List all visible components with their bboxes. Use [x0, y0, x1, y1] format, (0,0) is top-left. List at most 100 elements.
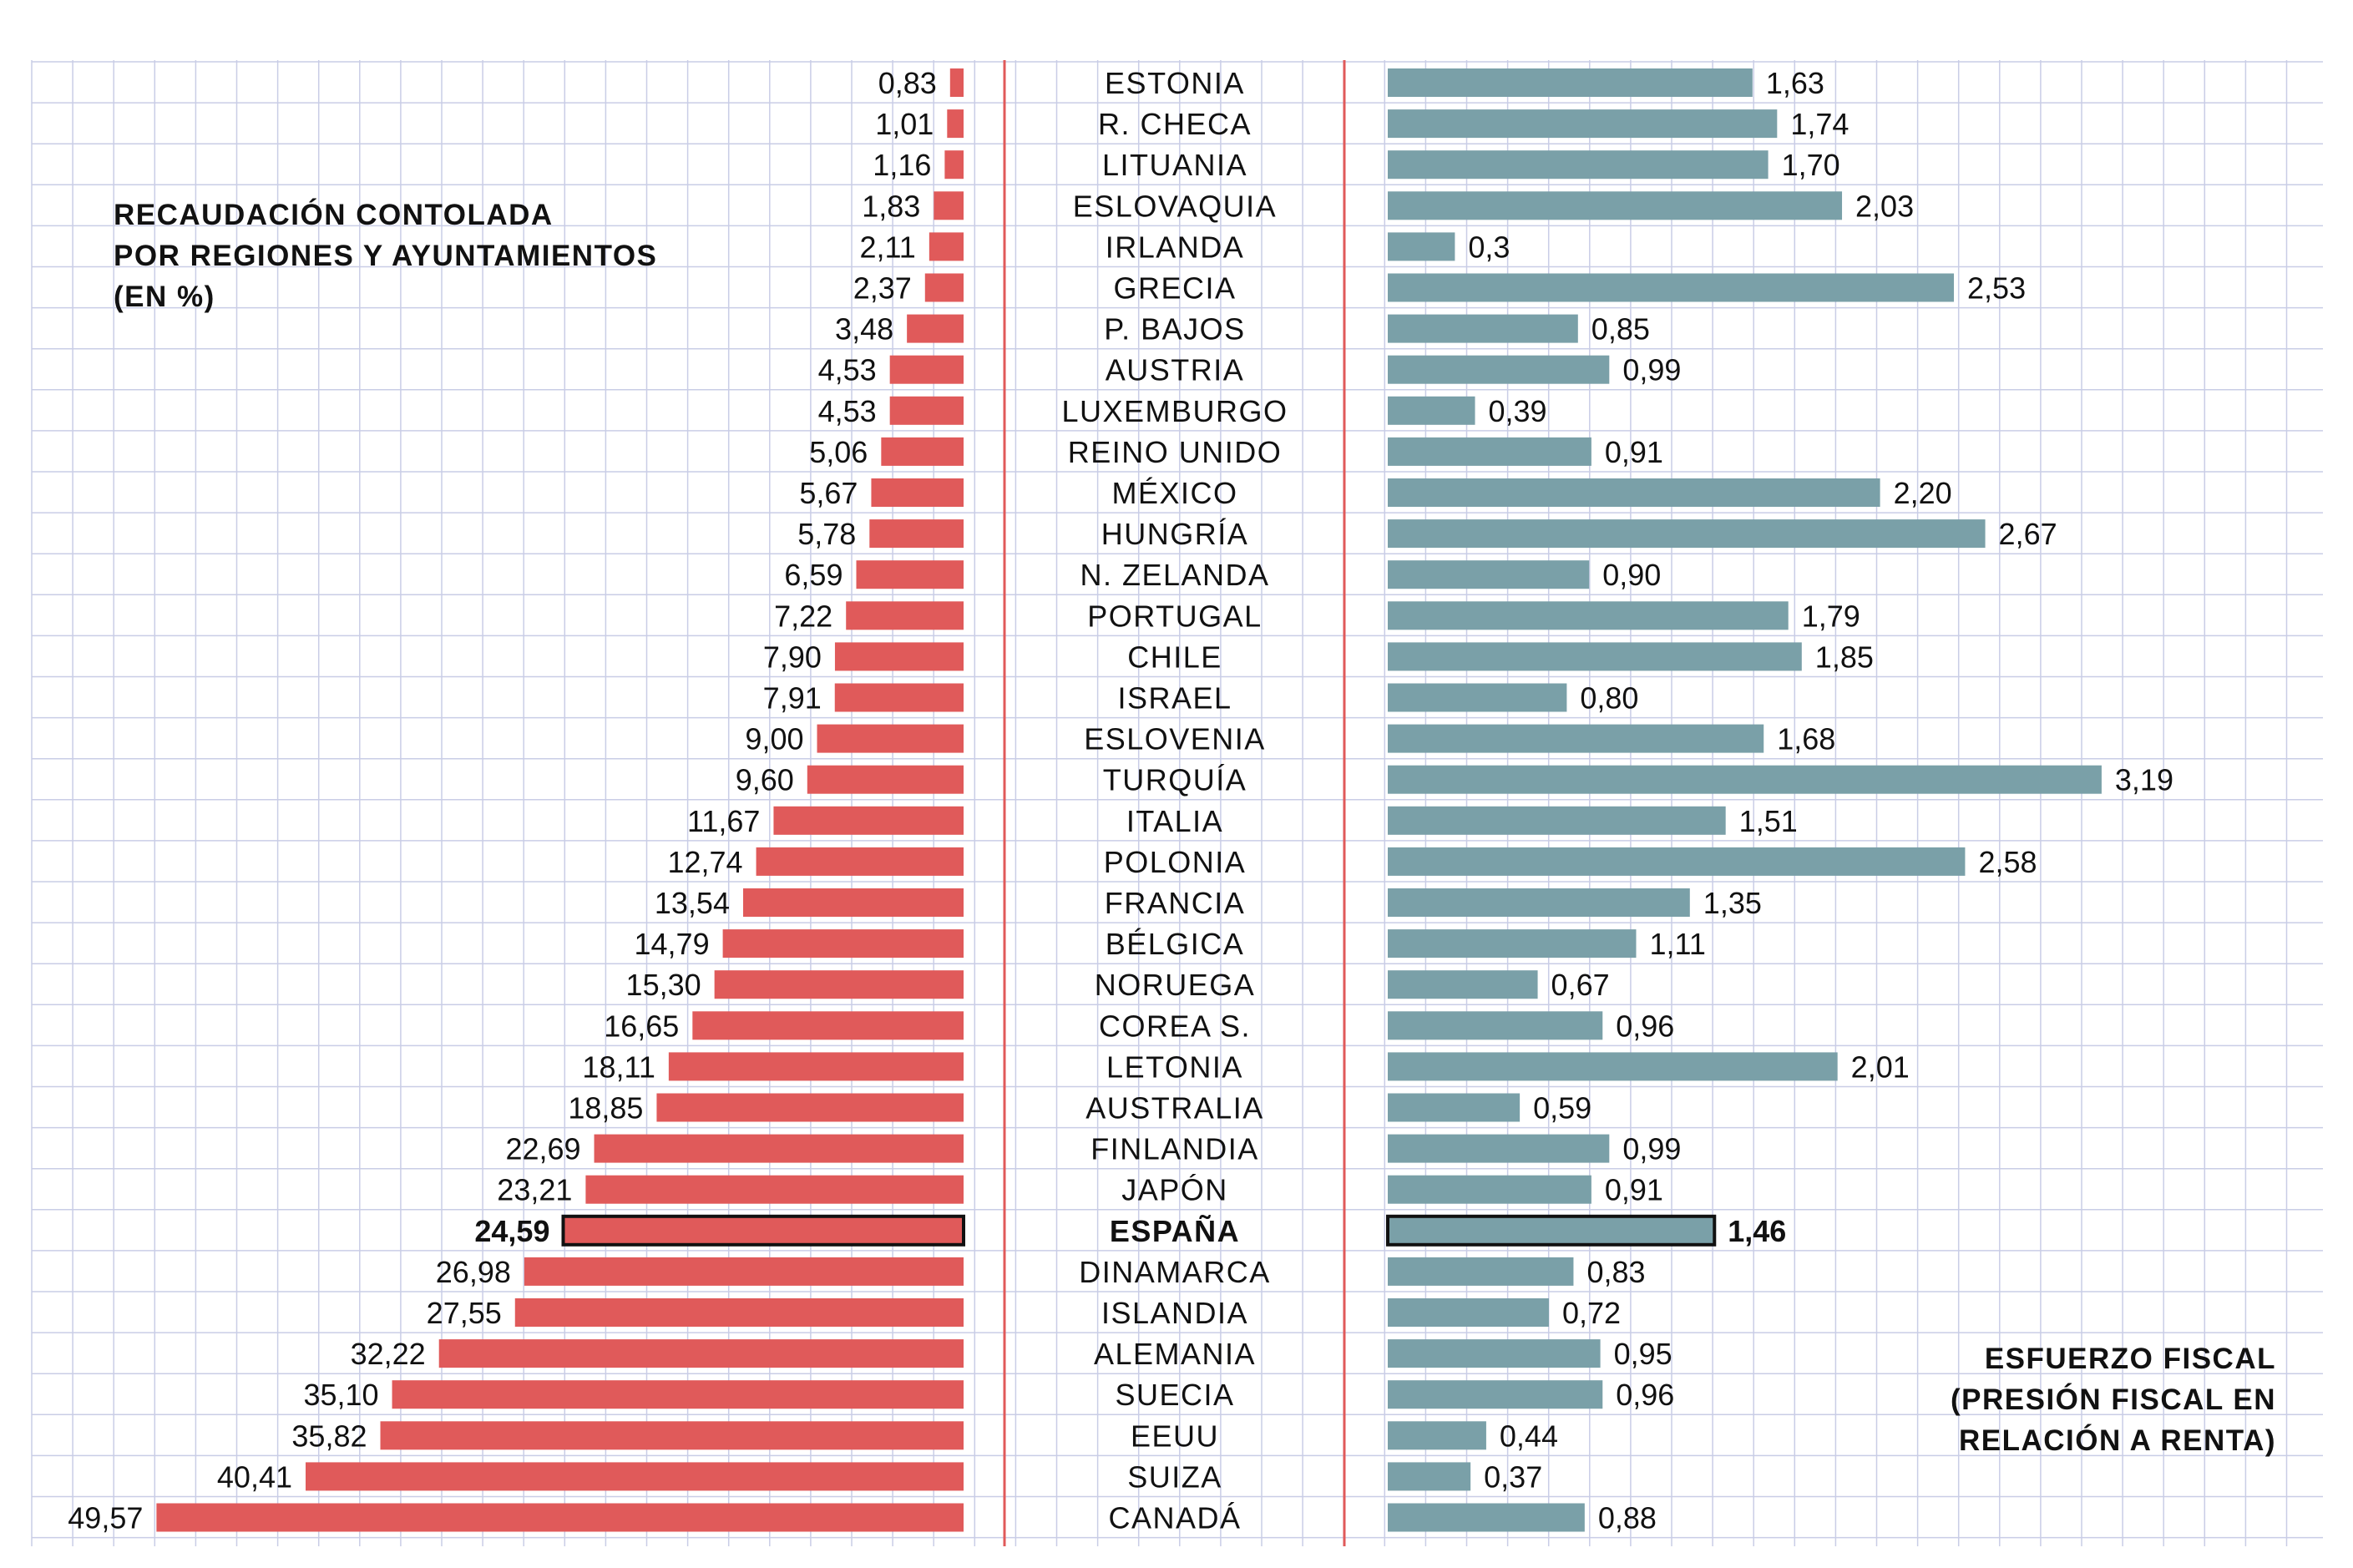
left-bar [156, 1503, 964, 1532]
right-value-label: 1,35 [1703, 886, 1762, 920]
left-bar [524, 1257, 964, 1286]
country-label: P. BAJOS [1104, 312, 1245, 346]
right-bar [1388, 683, 1567, 712]
right-bar [1388, 1093, 1521, 1122]
right-bar [1388, 847, 1966, 876]
right-bar [1388, 1052, 1838, 1081]
right-value-label: 0,90 [1602, 558, 1661, 592]
left-bar [834, 683, 964, 712]
left-value-label: 15,30 [626, 968, 701, 1002]
left-value-label: 2,37 [853, 271, 912, 306]
country-label: AUSTRIA [1106, 353, 1245, 387]
left-value-label: 18,85 [568, 1091, 643, 1125]
country-label: NORUEGA [1095, 968, 1256, 1002]
right-value-label: 1,79 [1802, 599, 1860, 633]
left-bar [934, 191, 964, 220]
right-chart-title-line: RELACIÓN A RENTA) [1958, 1424, 2276, 1457]
left-chart-title-line: (EN %) [114, 281, 215, 313]
left-value-label: 40,41 [217, 1459, 292, 1494]
country-label: ITALIA [1126, 804, 1223, 838]
left-bar [514, 1298, 964, 1327]
left-bar [722, 929, 964, 959]
right-value-label: 0,80 [1580, 681, 1638, 716]
left-bar [907, 314, 964, 343]
left-value-label: 1,83 [862, 189, 920, 223]
left-value-label: 18,11 [582, 1050, 655, 1084]
right-bar [1388, 314, 1578, 343]
left-value-label: 1,01 [875, 107, 934, 141]
left-chart-title: RECAUDACIÓN CONTOLADA POR REGIONES Y AYU… [114, 195, 657, 317]
right-bar [1388, 478, 1880, 507]
right-bar [1388, 1011, 1603, 1040]
country-label: R. CHECA [1098, 107, 1252, 141]
right-value-label: 0,85 [1591, 312, 1650, 346]
right-value-label: 0,99 [1622, 1132, 1681, 1166]
country-label: MÉXICO [1111, 476, 1237, 510]
left-chart-title-line: POR REGIONES Y AYUNTAMIENTOS [114, 240, 658, 272]
right-bar [1388, 888, 1690, 917]
left-bar [869, 519, 964, 549]
left-value-label: 4,53 [818, 394, 877, 428]
chart-dividers [1003, 60, 1346, 1546]
left-value-label: 4,53 [818, 353, 877, 387]
left-bar [692, 1011, 964, 1040]
left-bar [846, 601, 964, 630]
right-bar [1388, 191, 1843, 220]
left-value-label: 2,11 [859, 230, 915, 264]
country-label: ALEMANIA [1094, 1337, 1256, 1371]
right-value-label: 0,37 [1484, 1459, 1542, 1494]
left-bar [871, 478, 964, 507]
right-chart-title-line: ESFUERZO FISCAL [1984, 1343, 2276, 1375]
left-value-label: 26,98 [436, 1255, 511, 1289]
country-labels: ESTONIA R. CHECA LITUANIA ESLOVAQUIA IRLANDA… [1061, 66, 1287, 1535]
left-value-label: 22,69 [505, 1132, 580, 1166]
right-value-label: 0,59 [1533, 1091, 1591, 1125]
right-value-label: 0,96 [1616, 1009, 1674, 1043]
country-label: FRANCIA [1105, 886, 1246, 920]
country-label: FINLANDIA [1090, 1132, 1259, 1166]
right-value-label: 1,51 [1739, 804, 1798, 838]
left-bar [594, 1134, 964, 1163]
right-bar [1388, 1503, 1585, 1532]
right-bar [1388, 273, 1955, 302]
country-label: ESLOVENIA [1084, 722, 1266, 756]
left-value-label: 1,16 [873, 148, 931, 182]
right-bar [1388, 1380, 1603, 1409]
right-value-label: 2,53 [1967, 271, 2026, 306]
right-value-label: 2,03 [1855, 189, 1914, 223]
right-value-label: 0,96 [1616, 1378, 1674, 1412]
right-value-label: 0,95 [1614, 1337, 1672, 1371]
right-bar [1388, 724, 1764, 753]
country-label: BÉLGICA [1106, 927, 1245, 961]
left-value-label: 7,91 [763, 681, 822, 716]
left-value-label: 35,10 [303, 1378, 378, 1412]
left-bar [944, 150, 964, 180]
right-value-label: 3,19 [2115, 763, 2173, 797]
left-value-label: 3,48 [835, 312, 893, 346]
right-value-label: 1,68 [1777, 722, 1835, 756]
right-bar [1388, 396, 1475, 425]
left-value-label: 49,57 [68, 1501, 143, 1535]
right-bar [1386, 1214, 1717, 1247]
country-label: EEUU [1131, 1419, 1219, 1453]
right-value-label: 1,70 [1782, 148, 1840, 182]
left-value-label: 7,22 [774, 599, 832, 633]
left-value-label: 14,79 [635, 927, 710, 961]
right-bar [1388, 929, 1637, 959]
right-value-label: 2,67 [1999, 517, 2057, 551]
country-label: PORTUGAL [1087, 599, 1262, 633]
right-bar [1388, 970, 1538, 999]
right-bar [1388, 68, 1753, 97]
country-label: ISLANDIA [1101, 1296, 1248, 1330]
country-label: HUNGRÍA [1101, 517, 1249, 551]
left-value-label: 27,55 [427, 1296, 502, 1330]
right-bar [1388, 1134, 1610, 1163]
left-bar [585, 1175, 964, 1204]
country-label: SUECIA [1115, 1378, 1234, 1412]
country-label: POLONIA [1104, 845, 1247, 879]
right-bar [1388, 232, 1455, 261]
left-value-label: 9,60 [736, 763, 794, 797]
right-value-label: 2,58 [1978, 845, 2037, 879]
country-label: COREA S. [1099, 1009, 1251, 1043]
